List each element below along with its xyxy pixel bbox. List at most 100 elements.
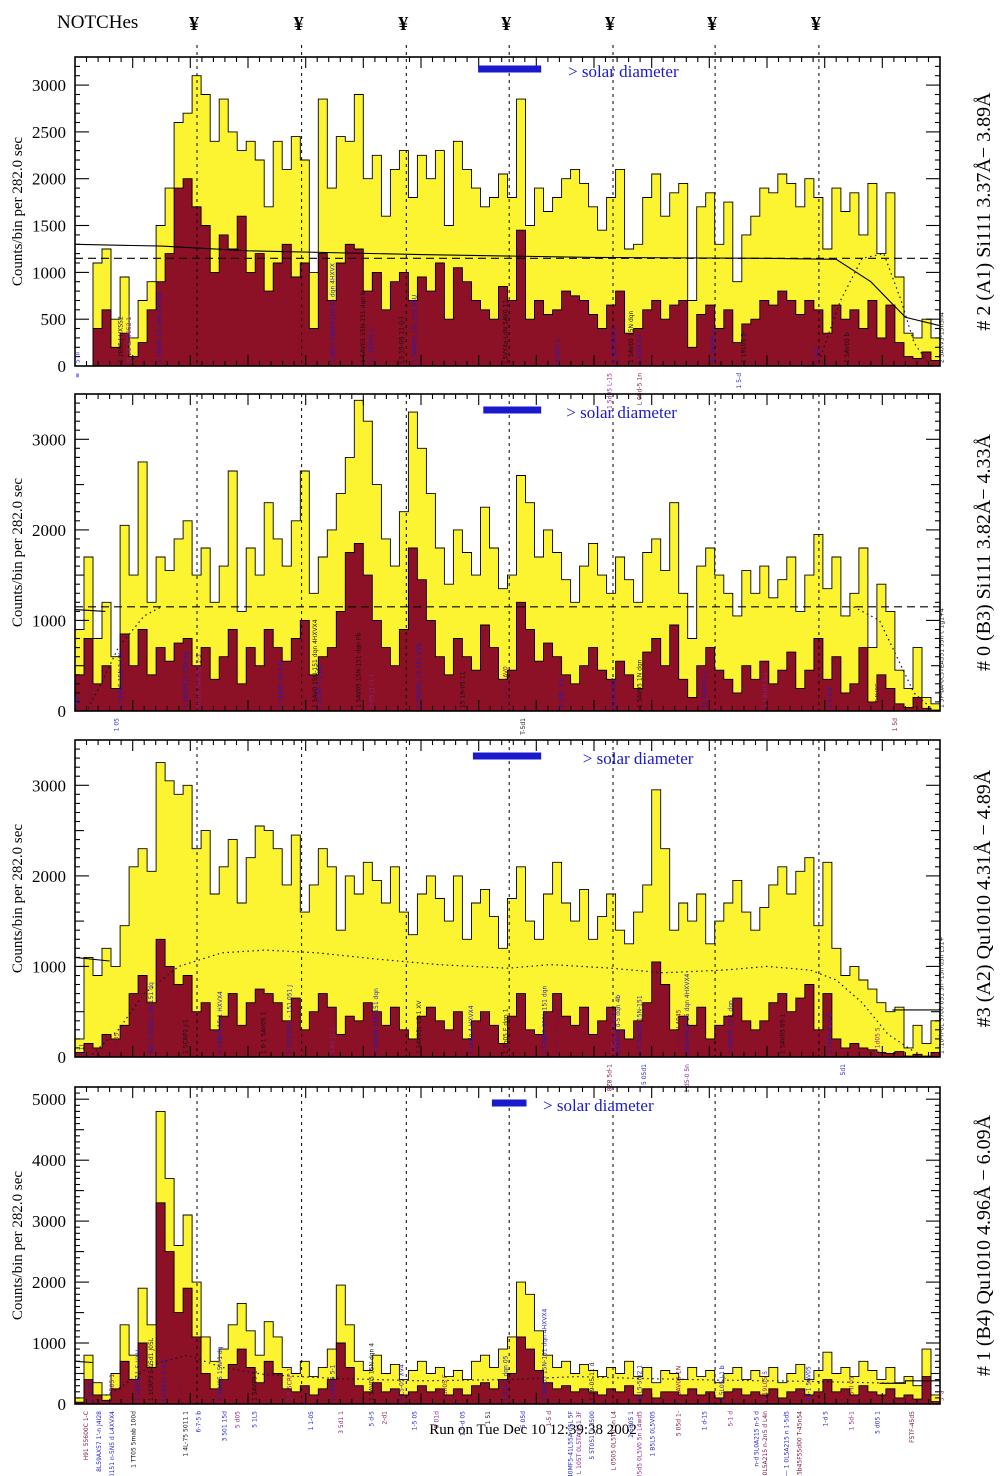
panel-2-yellow-histogram (74, 399, 941, 712)
flare-mark-below: 1 B5L5 0L5V05 (650, 1411, 657, 1457)
flare-mark: 1 5AV05 15N dqn 4 (368, 1343, 375, 1401)
y-tick-label: 3000 (32, 76, 66, 95)
reference-solid-line (74, 609, 106, 612)
flare-mark: 5I05 1-5 Pwd4 (611, 1011, 618, 1054)
flare-mark: 1-5 5CRP 1 (286, 1368, 293, 1401)
flare-mark-below: H91 55600C 1-C (83, 1411, 90, 1460)
flare-mark-below: 5 d05 (234, 1411, 241, 1428)
panel-1-side-label: # 2 (A1) Si111 3.37Å− 3.89Å (973, 92, 995, 331)
flare-mark: 1 19L05 5 (762, 1371, 769, 1401)
flare-mark: 1 5AV05 15N-151 dqn 4HXVX4 (541, 1308, 548, 1401)
y-tick-label: 2000 (32, 867, 66, 886)
flare-mark-below: 3 5d1 1 (338, 1411, 345, 1434)
flare-mark: 1 5AV05 15N dqn (628, 310, 635, 363)
flare-mark: 1 5AV05 b (844, 332, 851, 363)
y-tick-label: 5000 (32, 1090, 66, 1109)
flare-mark-below: 5 05d1 (641, 1064, 648, 1085)
flare-mark: 1 5AV05 15-1 dqn (727, 1000, 734, 1054)
flare-mark: 1 L5-05 XV4 (399, 1364, 406, 1401)
y-tick-label: 2000 (32, 170, 66, 189)
flare-mark: 1 5AV05 (875, 683, 882, 708)
flare-mark: 1 19E05 15-1 HXVX4 (217, 991, 224, 1054)
flare-mark: 1 55-01051 - 151 051 J (286, 985, 293, 1054)
flare-mark-below: 5 d-5 (368, 1411, 375, 1427)
flare-mark: 1 5AV05 1N (676, 1366, 683, 1401)
flare-mark-below: 2 5d05 1 (628, 1411, 635, 1438)
flare-mark-below: 8Z8 5d-1 (606, 1064, 613, 1091)
flare-mark: 1 SAV05 15N-151 dqn b (360, 291, 367, 363)
flare-mark-below: 5-1 d (727, 1411, 734, 1427)
flare-mark: 1 5L05 J-1 b (719, 1365, 726, 1401)
flare-mark-below: 1 5d05 L-15 (606, 373, 613, 409)
flare-mark-below: 5-— 1 0L5A215 n 1-5d5 (784, 1411, 791, 1476)
flare-mark: 1 19L05 5-1 (762, 672, 769, 708)
flare-mark: 5L 5AV05 J-1 (701, 670, 708, 708)
flare-mark-below: T-5d1 (520, 718, 527, 736)
flare-mark: 5J L5-50/2 1 (637, 1365, 644, 1401)
flare-mark: 15 19-05 11 (459, 671, 466, 708)
flare-mark: 1 5d05 1- (178, 1372, 185, 1401)
flare-mark-below: 1-d 5 (823, 1411, 830, 1427)
y-tick-label: 1000 (32, 611, 66, 630)
flare-mark-below: n-d 5L0A215 n-5 d (753, 1411, 760, 1467)
solar-diameter-label: > solar diameter (568, 62, 679, 81)
flare-mark: 2 5AXV5-15n5n4 (939, 312, 946, 363)
y-tick-label: 4000 (32, 1151, 66, 1170)
flare-mark: 1 19E05 1-5 HXV (135, 1349, 142, 1401)
flare-mark: 1 Ledg 4 HXVX4 (468, 1005, 475, 1054)
flare-mark-below: 1-5 d (546, 1411, 553, 1427)
flare-mark-below: 1-5 05 (412, 1411, 419, 1431)
y-tick-label: 500 (41, 310, 67, 329)
flare-mark: 1 0-1 5AV05 1 (260, 1011, 267, 1054)
flare-mark-below: 1 d-15 (701, 1411, 708, 1431)
flare-mark: 1 19-05 11 d (589, 1362, 596, 1401)
flare-mark: 5 J05L 1 (554, 339, 561, 363)
y-tick-label: 0 (58, 1048, 67, 1067)
flare-mark-below: 1 5-d (736, 373, 743, 389)
flare-mark: 1 51L-1 dqn 05 (503, 1355, 510, 1401)
flare-mark-below: 5 05d (520, 1411, 527, 1428)
flare-mark: 1 2B05 J1 (87, 679, 94, 708)
flare-mark: 5J09 L-5 P4wd (554, 1011, 561, 1054)
flare-mark-below: 1 1-05 (308, 1411, 315, 1431)
solar-diameter-label: > solar diameter (543, 1096, 654, 1115)
background-dotted-curve (87, 606, 162, 709)
panel-3-yellow-histogram (74, 762, 941, 1058)
panel-1-dark-red-histogram (75, 178, 941, 367)
flare-mark-below: F5TF-45d5 (909, 1411, 916, 1443)
notch-marker: ¥ (188, 13, 199, 35)
reference-solid-line (74, 956, 110, 962)
panel-2-side-label: # 0 (B3) Si111 3.82Å− 4.33Å (973, 433, 995, 671)
flare-mark: 1 J05/1 5AV05 J5N-15 dqn 4HXVX (330, 263, 337, 363)
flare-mark: 1 19E05 051L-151 dqn (541, 985, 548, 1054)
y-tick-label: 2500 (32, 123, 66, 142)
flare-mark: 1 5AV05L L5-1 XV (416, 1000, 423, 1054)
flare-mark: 1 5CRP1 J-1 (182, 1019, 189, 1054)
flare-mark: 1 5AV05 1N dqn (637, 659, 644, 708)
flare-mark: 5F/1B 5AV052 1-5 (195, 654, 202, 708)
panel-2-dark-red-histogram (74, 542, 941, 712)
panel-4: 0 1000 2000 3000 4000 5000 J 1I 05 1 2B05 1 1 19… (10, 1086, 995, 1476)
flare-mark-below: 1 4L-75 5011 1 (182, 1411, 189, 1457)
notch-marker: ¥ (810, 13, 821, 35)
flare-mark-below: L 05d-5 1n (637, 373, 644, 405)
flare-mark: 1-5 5AV05 15N-151 (637, 995, 644, 1054)
flare-mark-below: 3 501 15d (221, 1411, 228, 1442)
panel-4-y-axis-title: Counts/bin per 282.0 sec (10, 1171, 26, 1320)
flare-mark-below: 1 5d (892, 718, 899, 732)
flare-mark: L5VY4a-LdN 5AV0 11 (503, 300, 510, 363)
y-tick-label: 0 (58, 1395, 67, 1414)
notch-marker: ¥ (501, 13, 512, 35)
flare-mark: 1 19E05 5-1 (330, 1364, 337, 1401)
flare-mark: 1 19L05 5- (740, 331, 747, 363)
flare-mark: 1 2805 J HXSS2 (118, 316, 125, 363)
flare-mark: 1 19E05 15N-1 HX (118, 653, 125, 708)
flare-mark: 1 5AV05 J5-15N dq (182, 652, 189, 709)
panel-3-dark-red-histogram (74, 938, 941, 1058)
panel-3-side-label: #3 (A2) Qu1010 4.31Å − 4.89Å (973, 769, 995, 1027)
flare-mark-below: 5 05d 1- (676, 1411, 683, 1436)
panel-2-frame (74, 393, 941, 712)
flare-mark: 1 5-II b (827, 687, 834, 708)
flare-mark: 1 5AV05L L5L-151 b5U (412, 295, 419, 363)
flare-mark: 5 III (74, 352, 81, 363)
